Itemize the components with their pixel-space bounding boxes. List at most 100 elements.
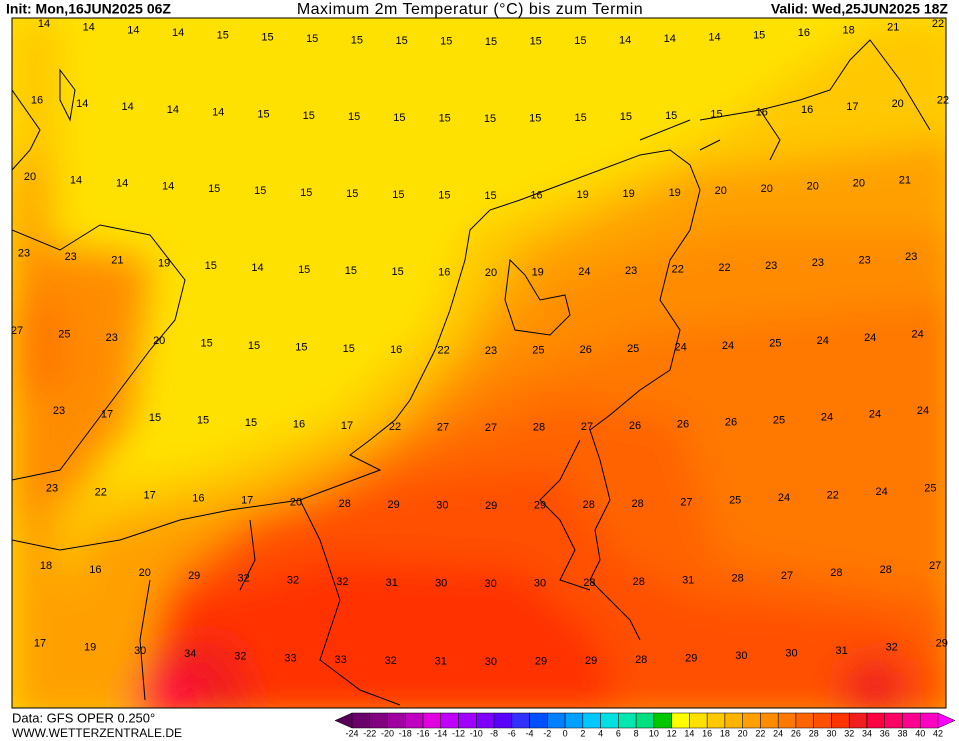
colorbar-box — [848, 712, 868, 729]
temperature-label: 23 — [858, 254, 870, 266]
temperature-label: 22 — [389, 421, 401, 433]
temperature-label: 15 — [348, 111, 360, 123]
temperature-label: 23 — [625, 265, 637, 277]
temperature-label: 28 — [633, 576, 645, 588]
colorbar-label: -4 — [526, 728, 534, 738]
colorbar-box — [866, 712, 885, 729]
colorbar-box — [919, 712, 939, 729]
colorbar-box — [689, 712, 708, 729]
valid-time: Valid: Wed,25JUN2025 18Z — [771, 1, 949, 17]
colorbar-arrow — [334, 712, 353, 729]
temperature-label: 15 — [710, 108, 722, 120]
colorbar-arrow — [937, 712, 956, 729]
colorbar-label: 24 — [773, 728, 783, 738]
temperature-label: 15 — [261, 32, 273, 44]
temperature-label: 15 — [200, 338, 212, 350]
temperature-label: 15 — [440, 36, 452, 48]
temperature-label: 24 — [817, 335, 829, 347]
temperature-label: 15 — [391, 266, 403, 278]
temperature-label: 15 — [438, 190, 450, 202]
temperature-label: 15 — [306, 33, 318, 45]
temperature-label: 29 — [387, 499, 399, 511]
temperature-label: 28 — [339, 498, 351, 510]
colorbar-box — [635, 712, 655, 729]
temperature-label: 17 — [143, 490, 155, 502]
temperature-label: 27 — [437, 422, 449, 434]
temperature-label: 28 — [583, 577, 595, 589]
temperature-label: 20 — [715, 185, 727, 197]
temperature-label: 21 — [887, 21, 899, 33]
init-time: Init: Mon,16JUN2025 06Z — [6, 1, 171, 17]
temperature-label: 15 — [395, 35, 407, 47]
temperature-label: 34 — [184, 648, 196, 660]
temperature-label: 19 — [84, 642, 96, 654]
temperature-label: 23 — [765, 260, 777, 272]
temperature-label: 28 — [631, 498, 643, 510]
temperature-label: 14 — [116, 178, 128, 190]
temperature-label: 29 — [535, 656, 547, 668]
temperature-label: 29 — [534, 500, 546, 512]
temperature-label: 30 — [534, 578, 546, 590]
colorbar-label: -12 — [452, 728, 465, 738]
temperature-label: 17 — [101, 409, 113, 421]
temperature-label: 15 — [208, 183, 220, 195]
temperature-label: 18 — [40, 560, 52, 572]
temperature-label: 17 — [241, 495, 253, 507]
temperature-label: 20 — [853, 178, 865, 190]
temperature-label: 27 — [581, 421, 593, 433]
data-source: Data: GFS OPER 0.250° — [12, 710, 155, 725]
temperature-label: 25 — [58, 329, 70, 341]
temperature-label: 15 — [485, 36, 497, 48]
colorbar-box — [440, 712, 459, 729]
colorbar-box — [724, 712, 743, 729]
temperature-label: 27 — [680, 496, 692, 508]
colorbar-label: 18 — [720, 728, 730, 738]
temperature-label: 24 — [821, 412, 833, 424]
temperature-label: 25 — [773, 414, 785, 426]
colorbar-box — [813, 712, 832, 729]
temperature-label: 15 — [393, 112, 405, 124]
colorbar-label: 4 — [598, 728, 603, 738]
colorbar-label: -16 — [417, 728, 430, 738]
temperature-label: 23 — [905, 251, 917, 263]
colorbar-box — [653, 712, 672, 729]
temperature-label: 33 — [334, 654, 346, 666]
temperature-label: 23 — [53, 405, 65, 417]
temperature-label: 15 — [484, 190, 496, 202]
colorbar-label: 12 — [667, 728, 677, 738]
temperature-label: 22 — [437, 345, 449, 357]
colorbar-label: 26 — [791, 728, 801, 738]
temperature-label: 30 — [435, 578, 447, 590]
colorbar-label: -20 — [381, 728, 394, 738]
temperature-label: 24 — [911, 329, 923, 341]
temperature-label: 19 — [532, 267, 544, 279]
colorbar-label: 36 — [880, 728, 890, 738]
temperature-label: 24 — [917, 405, 929, 417]
temperature-label: 26 — [629, 420, 641, 432]
temperature-label: 33 — [284, 652, 296, 664]
temperature-label: 21 — [899, 174, 911, 186]
colorbar-box — [706, 712, 726, 729]
colorbar-label: 8 — [634, 728, 639, 738]
temperature-label: 15 — [295, 342, 307, 354]
temperature-label: 14 — [127, 25, 139, 37]
temperature-label: 18 — [842, 24, 854, 36]
temperature-label: 23 — [106, 332, 118, 344]
temperature-label: 15 — [484, 113, 496, 125]
temperature-label: 24 — [674, 342, 686, 354]
temperature-label: 26 — [580, 344, 592, 356]
temperature-label: 15 — [197, 415, 209, 427]
temperature-label: 16 — [530, 190, 542, 202]
temperature-label: 29 — [936, 638, 948, 650]
colorbar-box — [387, 712, 406, 729]
temperature-label: 25 — [532, 345, 544, 357]
temperature-label: 24 — [869, 409, 881, 421]
temperature-label: 23 — [46, 483, 58, 495]
temperature-label: 29 — [485, 500, 497, 512]
temperature-label: 20 — [139, 567, 151, 579]
temperature-label: 29 — [685, 652, 697, 664]
temperature-label: 14 — [708, 31, 720, 43]
colorbar-label: -2 — [543, 728, 551, 738]
temperature-label: 32 — [234, 650, 246, 662]
temperature-label: 15 — [205, 260, 217, 272]
